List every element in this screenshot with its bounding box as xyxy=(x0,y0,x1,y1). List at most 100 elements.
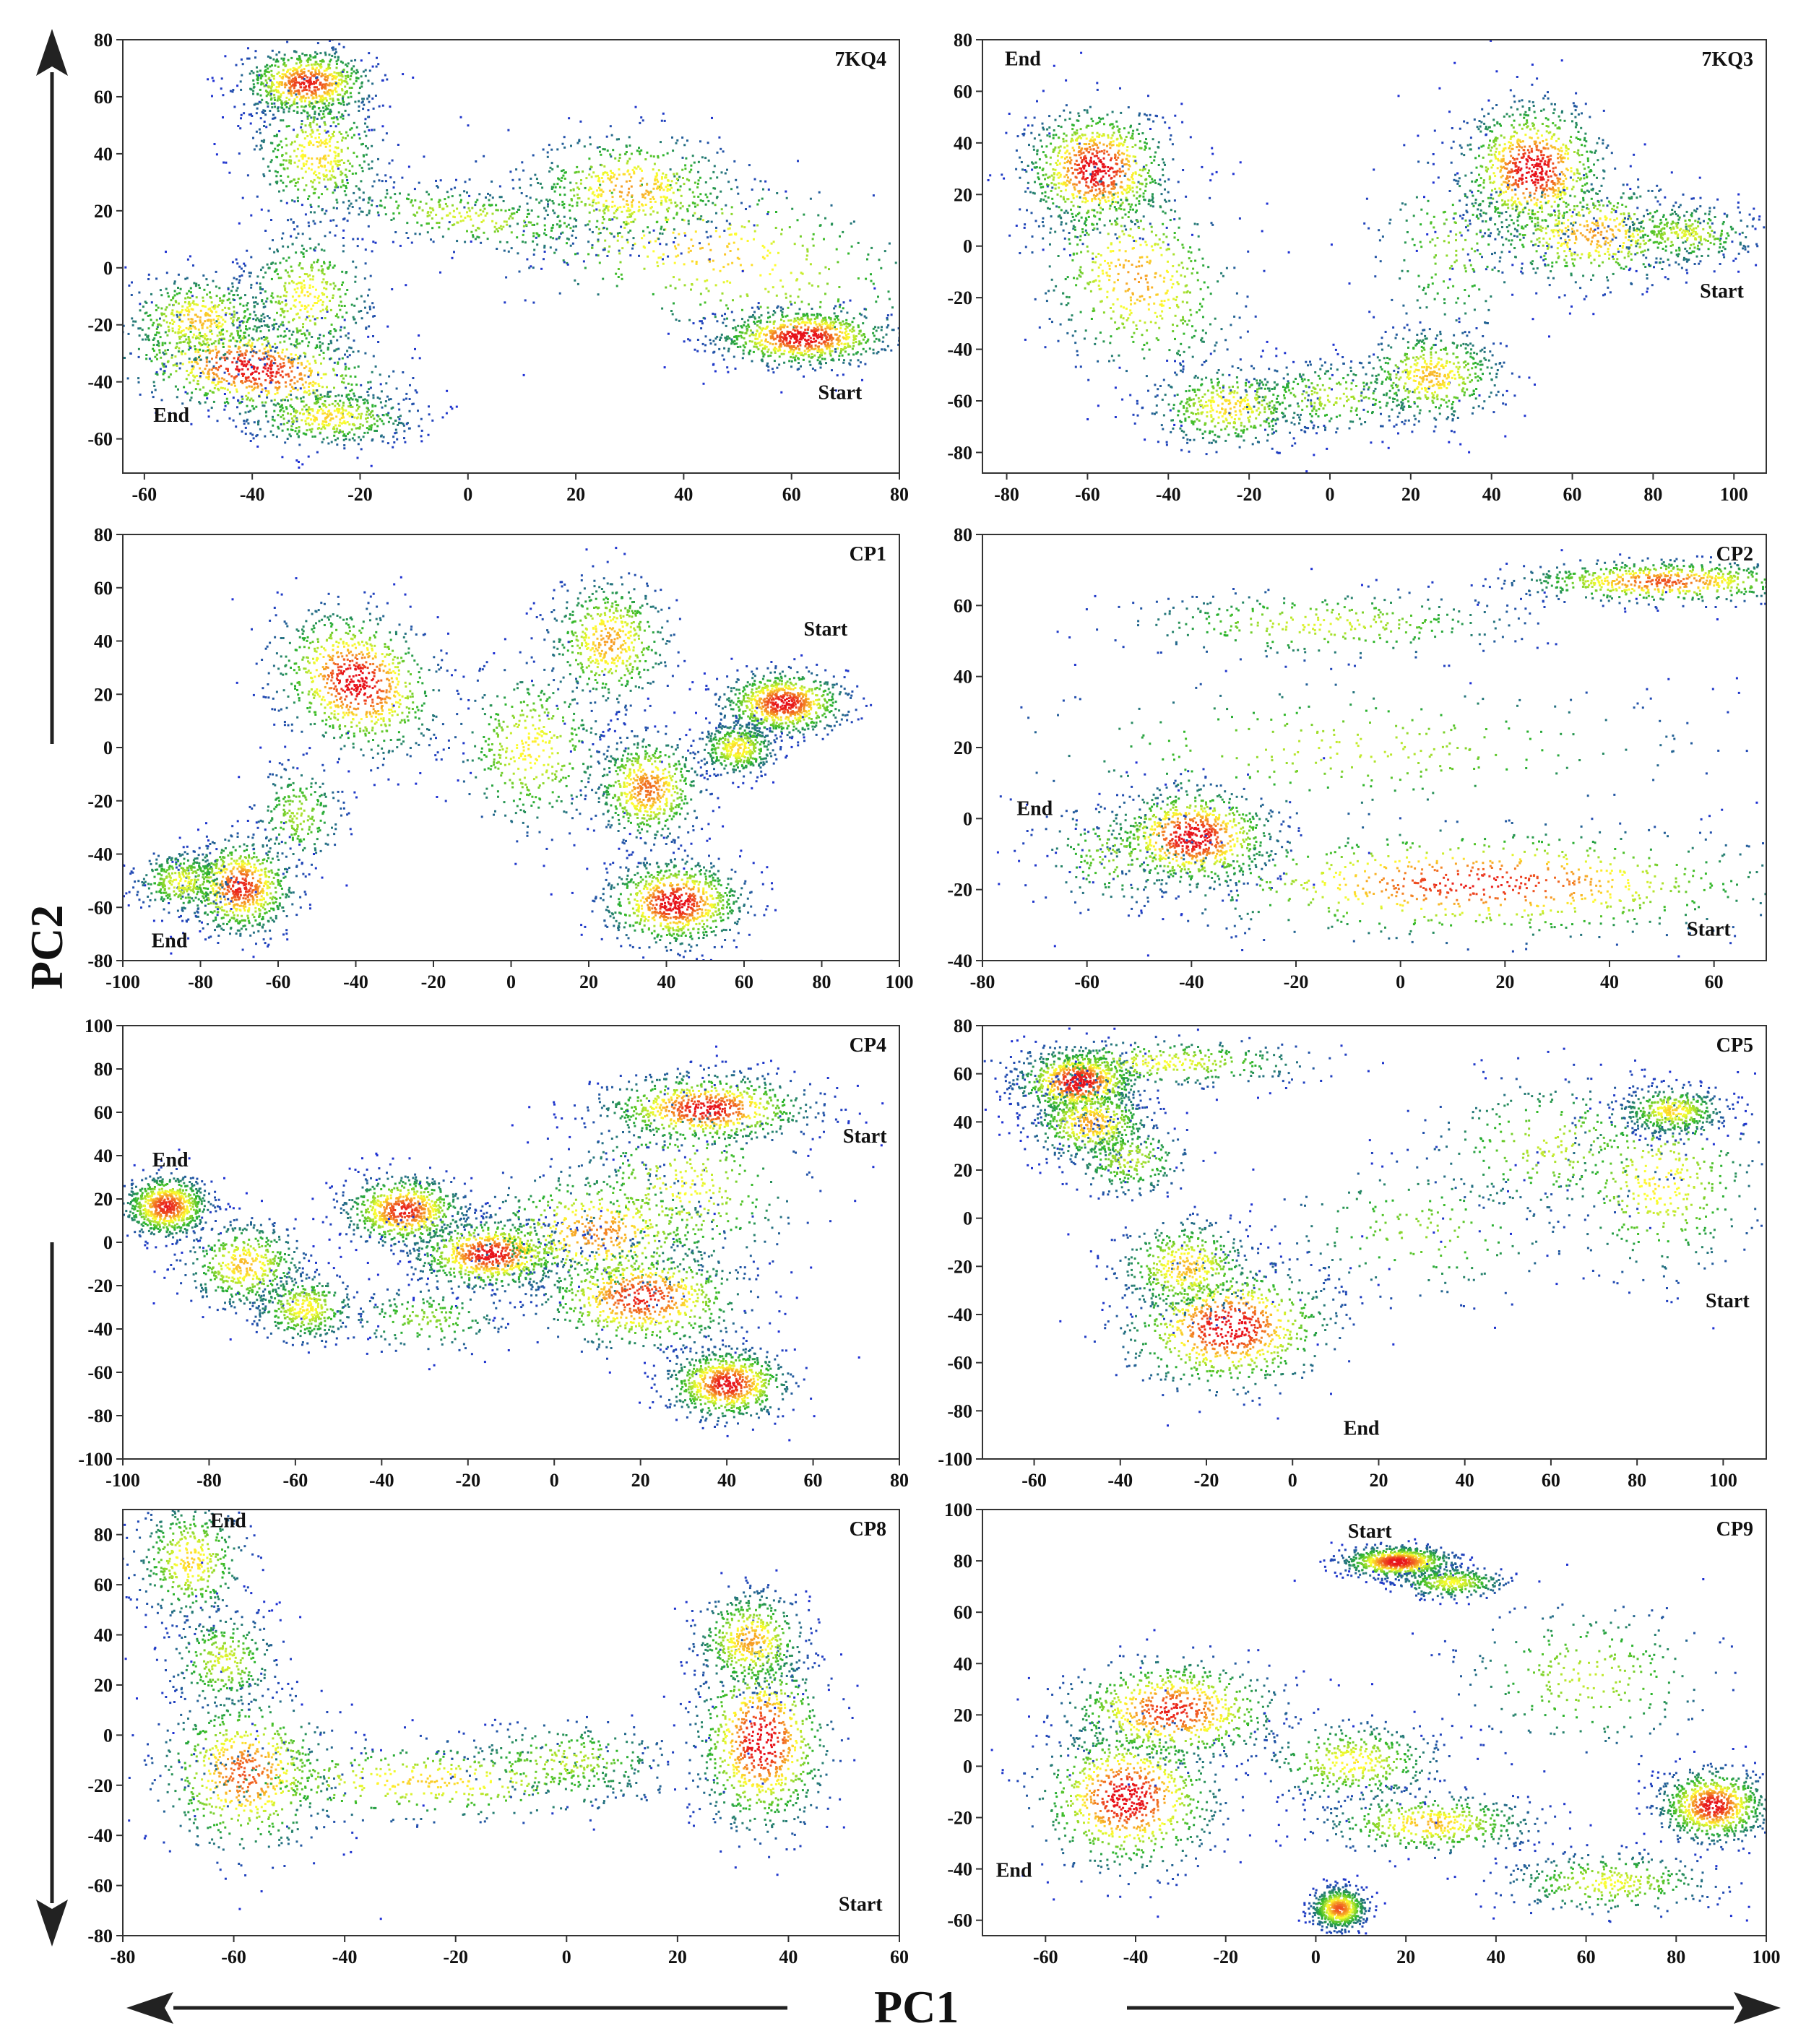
scatter-point xyxy=(174,300,177,303)
scatter-point xyxy=(381,79,384,82)
scatter-point xyxy=(290,85,293,87)
scatter-point xyxy=(675,182,678,185)
scatter-point xyxy=(818,335,821,338)
scatter-point xyxy=(788,226,791,229)
scatter-point xyxy=(290,398,293,401)
scatter-point xyxy=(340,81,343,84)
scatter-point xyxy=(821,334,824,337)
scatter-point xyxy=(809,345,812,348)
scatter-point xyxy=(714,313,717,316)
scatter-point xyxy=(345,365,347,368)
scatter-point xyxy=(294,84,297,87)
scatter-point xyxy=(284,65,287,68)
scatter-point xyxy=(355,155,358,158)
scatter-point xyxy=(691,260,694,263)
scatter-point xyxy=(215,352,218,354)
scatter-point xyxy=(582,260,585,263)
scatter-point xyxy=(604,239,607,242)
scatter-point xyxy=(315,80,318,82)
scatter-point xyxy=(739,295,742,298)
scatter-point xyxy=(171,309,174,312)
scatter-point xyxy=(662,195,665,198)
scatter-point xyxy=(362,154,365,157)
scatter-point xyxy=(389,105,392,108)
scatter-point xyxy=(157,306,160,309)
scatter-point xyxy=(209,325,212,328)
scatter-point xyxy=(317,383,320,386)
scatter-point xyxy=(304,334,306,337)
scatter-point xyxy=(236,311,238,314)
scatter-point xyxy=(183,386,186,389)
scatter-point xyxy=(195,335,198,338)
scatter-point xyxy=(224,306,227,309)
scatter-point xyxy=(285,291,288,294)
scatter-point xyxy=(280,314,282,317)
scatter-point xyxy=(313,178,316,181)
scatter-point xyxy=(275,322,278,325)
scatter-point xyxy=(903,280,905,282)
scatter-point xyxy=(758,335,761,338)
scatter-point xyxy=(295,236,298,239)
scatter-point xyxy=(329,332,332,335)
scatter-point xyxy=(704,317,707,320)
scatter-point xyxy=(280,140,282,143)
scatter-point xyxy=(228,345,230,348)
scatter-point xyxy=(742,349,745,352)
scatter-point xyxy=(779,306,782,309)
scatter-point xyxy=(753,322,756,325)
scatter-point xyxy=(480,213,483,216)
scatter-point xyxy=(254,103,257,105)
scatter-point xyxy=(638,209,641,211)
scatter-point xyxy=(275,386,277,389)
scatter-point xyxy=(795,326,798,329)
scatter-point xyxy=(344,173,347,176)
scatter-point xyxy=(748,164,751,167)
scatter-point xyxy=(310,308,313,311)
scatter-point xyxy=(660,196,662,199)
scatter-point xyxy=(220,381,223,384)
scatter-point xyxy=(290,90,293,92)
scatter-point xyxy=(283,61,286,64)
scatter-point xyxy=(342,377,345,380)
scatter-point xyxy=(209,338,212,341)
scatter-point xyxy=(629,229,632,232)
scatter-point xyxy=(212,365,215,368)
scatter-point xyxy=(827,345,830,348)
scatter-point xyxy=(313,82,316,85)
scatter-point xyxy=(360,143,363,146)
scatter-point xyxy=(886,314,889,317)
scatter-point xyxy=(815,339,818,342)
scatter-point xyxy=(759,321,762,324)
scatter-point xyxy=(325,176,328,178)
scatter-point xyxy=(350,384,353,386)
scatter-point xyxy=(233,105,236,108)
scatter-point xyxy=(233,376,236,379)
scatter-point xyxy=(800,365,802,368)
scatter-point xyxy=(183,340,186,343)
scatter-point xyxy=(341,381,343,384)
scatter-point xyxy=(859,361,862,364)
scatter-point xyxy=(748,351,751,354)
scatter-point xyxy=(543,217,546,220)
scatter-point xyxy=(813,329,816,332)
scatter-point xyxy=(163,365,165,368)
scatter-point xyxy=(709,235,712,238)
scatter-point xyxy=(318,181,321,184)
scatter-point xyxy=(875,329,878,332)
scatter-point xyxy=(558,220,561,222)
scatter-point xyxy=(301,244,303,247)
scatter-point xyxy=(690,164,693,167)
scatter-point xyxy=(848,362,851,365)
scatter-point xyxy=(566,242,568,245)
scatter-point xyxy=(194,320,197,323)
scatter-point xyxy=(303,105,306,108)
scatter-point xyxy=(829,354,832,357)
scatter-point xyxy=(308,104,311,106)
scatter-point xyxy=(324,235,327,238)
scatter-point xyxy=(733,339,736,342)
scatter-point xyxy=(611,218,614,221)
scatter-point xyxy=(714,370,717,373)
scatter-point xyxy=(425,222,428,225)
scatter-point xyxy=(293,318,295,321)
scatter-point xyxy=(267,350,269,352)
